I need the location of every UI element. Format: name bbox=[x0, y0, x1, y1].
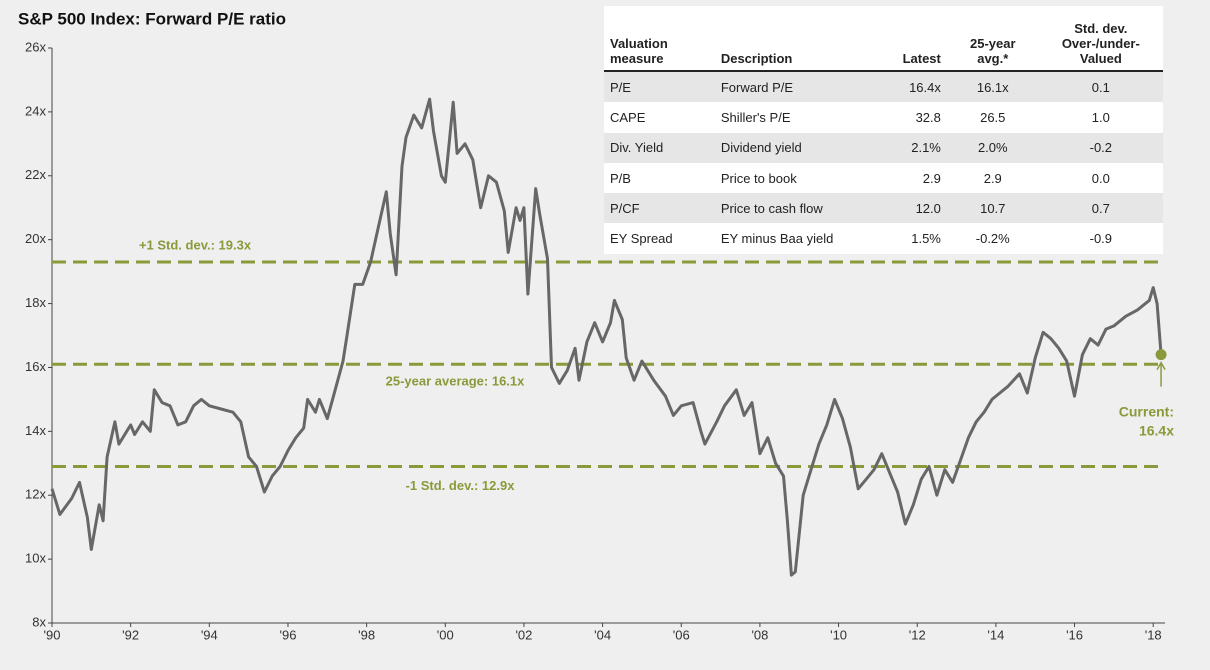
reference-label: +1 Std. dev.: 19.3x bbox=[139, 237, 252, 252]
reference-label: 25-year average: 16.1x bbox=[386, 374, 526, 389]
table-cell: EY Spread bbox=[610, 231, 673, 247]
x-tick-label: '18 bbox=[1145, 627, 1162, 642]
x-tick-label: '96 bbox=[279, 627, 296, 642]
table-cell: 12.0 bbox=[870, 193, 947, 224]
table: Valuation measure Description Latest 25-year… bbox=[604, 6, 1163, 254]
table-cell: Dividend yield bbox=[714, 132, 871, 163]
column-header: Latest bbox=[870, 6, 947, 72]
reference-label: -1 Std. dev.: 12.9x bbox=[406, 478, 516, 493]
x-tick-label: '14 bbox=[987, 627, 1004, 642]
table-cell: 16.4x bbox=[870, 71, 947, 103]
table-cell: 0.7 bbox=[1038, 193, 1163, 224]
header-text: Std. dev. bbox=[1074, 21, 1128, 36]
table-cell: Div. Yield bbox=[604, 132, 715, 163]
header-text: avg.* bbox=[977, 51, 1009, 66]
table-cell: P/CF bbox=[604, 193, 715, 224]
current-arrowhead bbox=[1156, 361, 1166, 371]
x-tick-label: '92 bbox=[122, 627, 139, 642]
x-tick-label: '98 bbox=[358, 627, 375, 642]
table-cell: Price to cash flow bbox=[714, 193, 871, 224]
table-row: CAPE Shiller's P/E 32.8 26.5 1.0 bbox=[604, 102, 1163, 132]
column-header: Valuation measure bbox=[604, 6, 715, 72]
chart-title: S&P 500 Index: Forward P/E ratio bbox=[18, 9, 286, 28]
valuation-table: Valuation measure Description Latest 25-year… bbox=[604, 6, 1163, 254]
x-tick-label: '12 bbox=[909, 627, 926, 642]
x-tick-label: '10 bbox=[830, 627, 847, 642]
table-cell: P/E bbox=[604, 71, 715, 103]
table-cell: 10.7 bbox=[946, 193, 1039, 224]
header-text: 25-year bbox=[969, 36, 1016, 51]
header-text: Valuation bbox=[610, 36, 668, 51]
x-tick-label: '90 bbox=[44, 627, 61, 642]
table-row: EY Spread EY minus Baa yield 1.5% -0.2% -0.9 bbox=[604, 223, 1163, 253]
column-header: Description bbox=[714, 6, 871, 72]
y-tick-label: 22x bbox=[25, 167, 46, 182]
pe-line bbox=[50, 97, 1163, 577]
table-cell: 2.1% bbox=[870, 132, 947, 163]
table-cell: CAPE bbox=[610, 109, 646, 125]
column-header: Std. dev. Over-/under- Valued bbox=[1038, 6, 1163, 72]
table-cell: 26.5 bbox=[980, 109, 1006, 125]
table-cell: -0.2% bbox=[975, 231, 1010, 247]
table-cell: -0.2 bbox=[1038, 132, 1163, 163]
current-point bbox=[1155, 349, 1167, 361]
table-cell: -0.9 bbox=[1089, 231, 1113, 247]
table-cell: P/B bbox=[610, 170, 631, 186]
table-cell: 0.0 bbox=[1091, 170, 1110, 186]
table-cell: Forward P/E bbox=[714, 71, 871, 103]
y-tick-label: 16x bbox=[25, 359, 46, 374]
x-tick-label: '94 bbox=[201, 627, 218, 642]
current-label: Current: bbox=[1119, 404, 1174, 420]
table-cell: EY minus Baa yield bbox=[720, 231, 834, 247]
table-cell: Shiller's P/E bbox=[720, 109, 791, 125]
x-tick-label: '00 bbox=[437, 627, 454, 642]
table-cell: Price to book bbox=[720, 170, 797, 186]
header-text: Over-/under- bbox=[1061, 36, 1140, 51]
y-tick-label: 12x bbox=[25, 487, 46, 502]
y-tick-label: 18x bbox=[25, 295, 46, 310]
y-tick-label: 8x bbox=[32, 614, 46, 629]
table-row: P/E Forward P/E 16.4x 16.1x 0.1 bbox=[604, 71, 1163, 103]
y-tick-label: 26x bbox=[25, 39, 46, 54]
table-row: Div. Yield Dividend yield 2.1% 2.0% -0.2 bbox=[604, 132, 1163, 163]
table-cell: 1.5% bbox=[911, 231, 941, 247]
table-cell: 16.1x bbox=[946, 71, 1039, 103]
table-cell: 0.1 bbox=[1038, 71, 1163, 103]
x-tick-label: '06 bbox=[673, 627, 690, 642]
y-tick-label: 24x bbox=[25, 103, 46, 118]
table-cell: 32.8 bbox=[915, 109, 941, 125]
current-label: 16.4x bbox=[1139, 423, 1174, 439]
x-tick-label: '08 bbox=[751, 627, 768, 642]
x-tick-label: '04 bbox=[594, 627, 611, 642]
x-tick-label: '16 bbox=[1066, 627, 1083, 642]
y-tick-label: 10x bbox=[25, 551, 46, 566]
y-tick-label: 20x bbox=[25, 231, 46, 246]
y-tick-label: 14x bbox=[25, 423, 46, 438]
header-text: Latest bbox=[902, 51, 941, 66]
header-row: Valuation measure Description Latest 25-year… bbox=[604, 6, 1163, 72]
table-cell: 2.9 bbox=[983, 170, 1002, 186]
header-text: measure bbox=[610, 51, 664, 66]
x-tick-label: '02 bbox=[515, 627, 532, 642]
column-header: 25-year avg.* bbox=[946, 6, 1039, 72]
table-row: P/B Price to book 2.9 2.9 0.0 bbox=[604, 163, 1163, 193]
table-cell: 1.0 bbox=[1091, 109, 1110, 125]
table-cell: 2.0% bbox=[946, 132, 1039, 163]
table-cell: 2.9 bbox=[922, 170, 941, 186]
header-text: Description bbox=[720, 51, 793, 66]
header-text: Valued bbox=[1079, 51, 1122, 66]
table-row: P/CF Price to cash flow 12.0 10.7 0.7 bbox=[604, 193, 1163, 224]
